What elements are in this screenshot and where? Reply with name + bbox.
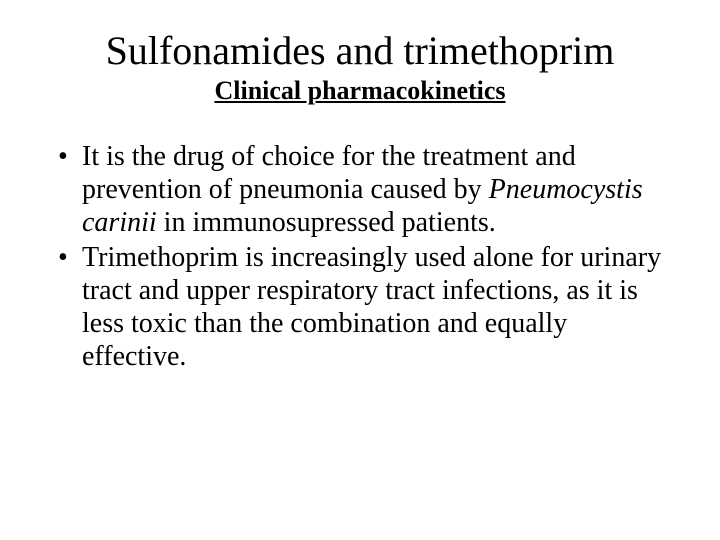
- bullet-list: It is the drug of choice for the treatme…: [54, 140, 666, 373]
- slide-title: Sulfonamides and trimethoprim: [54, 28, 666, 74]
- slide-subtitle: Clinical pharmacokinetics: [54, 76, 666, 106]
- slide: Sulfonamides and trimethoprim Clinical p…: [0, 0, 720, 540]
- list-item: It is the drug of choice for the treatme…: [54, 140, 666, 239]
- list-item: Trimethoprim is increasingly used alone …: [54, 241, 666, 373]
- bullet-text-post: in immunosupressed patients.: [157, 207, 496, 238]
- bullet-text-pre: Trimethoprim is increasingly used alone …: [82, 242, 661, 372]
